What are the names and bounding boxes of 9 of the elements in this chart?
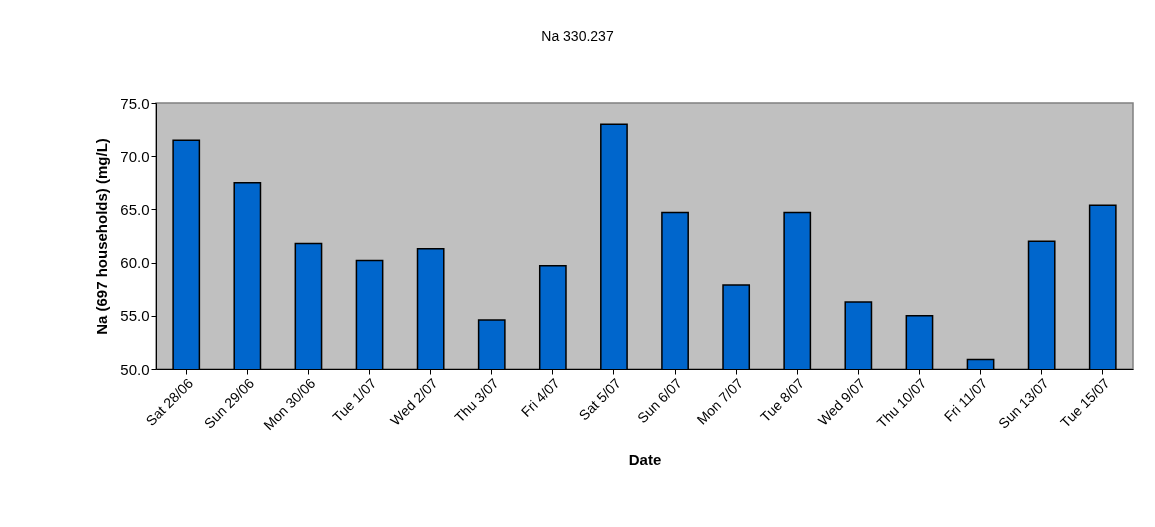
y-tick-label: 60.0 bbox=[120, 254, 150, 272]
y-tick-label: 75.0 bbox=[120, 94, 150, 112]
y-tick-label: 65.0 bbox=[120, 200, 150, 218]
y-tick-label: 55.0 bbox=[120, 307, 150, 325]
x-axis-title: Date bbox=[628, 451, 662, 469]
y-axis-title: Na (697 households) (mg/L) bbox=[93, 138, 111, 335]
chart-title: Na 330.237 bbox=[541, 28, 614, 44]
y-tick-label: 50.0 bbox=[120, 360, 150, 378]
y-tick-label: 70.0 bbox=[120, 147, 150, 165]
